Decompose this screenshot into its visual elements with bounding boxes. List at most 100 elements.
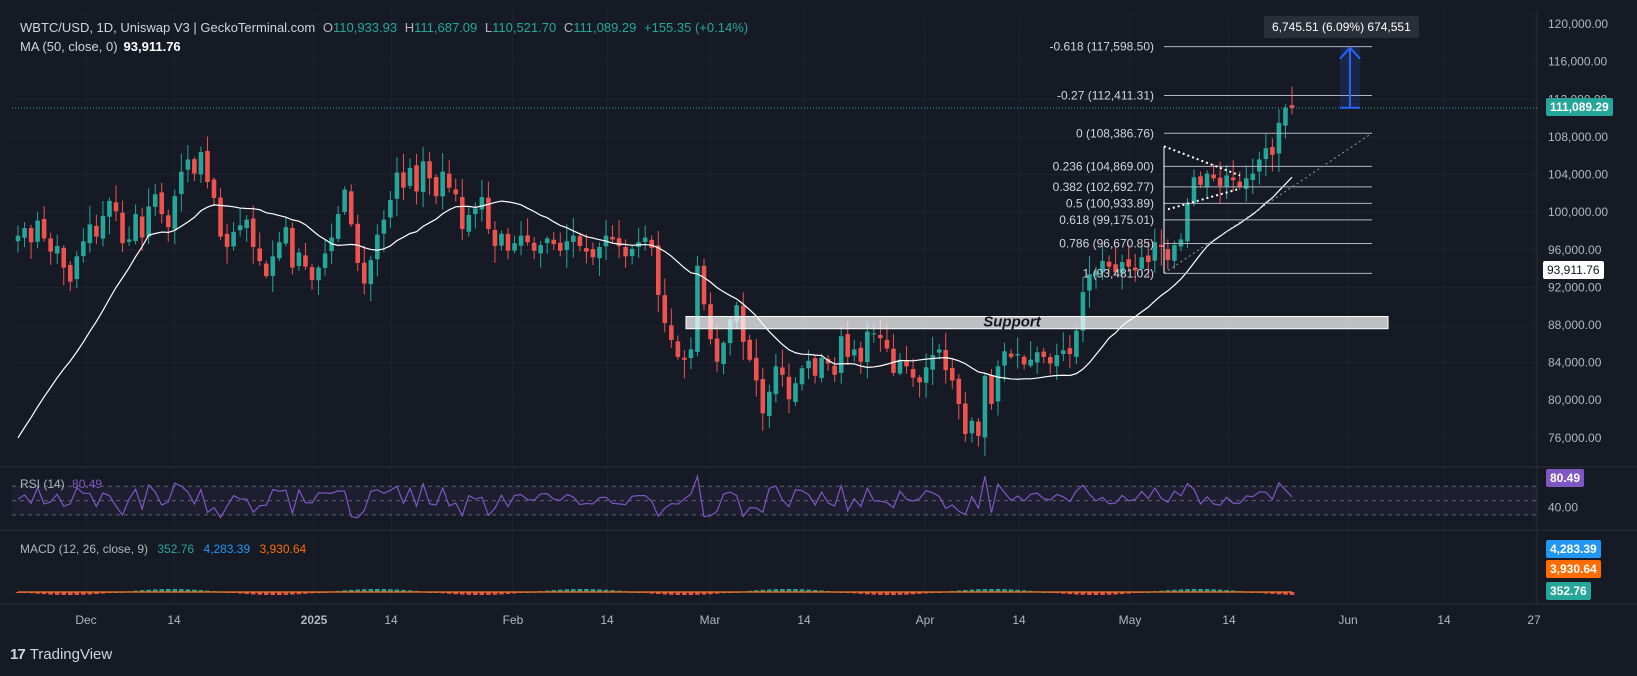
candle-body: [943, 350, 949, 371]
candle-body: [923, 367, 929, 383]
candle-body: [832, 365, 837, 375]
macd-hist-bar: [205, 590, 210, 592]
candle-body: [74, 256, 80, 280]
candle-body: [695, 265, 700, 352]
candle-body: [819, 357, 824, 379]
candle-body: [283, 227, 289, 244]
candle-body: [930, 355, 935, 370]
ma-legend[interactable]: MA (50, close, 0) 93,911.76: [20, 39, 181, 54]
candle-body: [838, 336, 844, 374]
time-axis-label: 14: [797, 613, 811, 627]
candle-body: [1008, 353, 1014, 357]
macd-hist-bar: [858, 592, 864, 594]
macd-hist-bar: [1204, 589, 1210, 592]
macd-hist-bar: [492, 592, 498, 595]
macd-hist-bar: [760, 589, 766, 592]
macd-hist-bar: [577, 589, 583, 592]
macd-hist-bar: [544, 590, 550, 592]
open-key: O: [322, 20, 333, 35]
candle-body: [420, 161, 426, 193]
candle-body: [322, 253, 328, 268]
macd-hist-bar: [270, 592, 276, 595]
candle-body: [361, 262, 367, 284]
macd-legend[interactable]: MACD (12, 26, close, 9) 352.76 4,283.39 …: [20, 542, 306, 556]
candle-body: [1074, 330, 1079, 357]
candle-body: [1250, 173, 1256, 181]
candle-body: [159, 192, 165, 215]
symbol-title: WBTC/USD, 1D, Uniswap V3 | GeckoTerminal…: [20, 20, 316, 35]
candle-body: [910, 368, 916, 378]
candle-body: [1283, 107, 1288, 126]
macd-hist-bar: [780, 589, 785, 592]
candle-body: [1204, 173, 1210, 187]
candle-body: [1211, 174, 1216, 179]
candle-body: [479, 197, 485, 210]
macd-hist-bar: [466, 592, 472, 595]
candle-body: [355, 223, 361, 263]
candle-body: [231, 231, 236, 247]
candle-body: [22, 228, 27, 238]
candle-body: [309, 267, 315, 280]
macd-hist-bar: [1289, 592, 1295, 595]
macd-value: 4,283.39: [203, 542, 251, 556]
candle-body: [81, 241, 86, 257]
macd-signal-value: 3,930.64: [259, 542, 307, 556]
candle-body: [257, 248, 263, 262]
macd-hist-bar: [473, 592, 478, 595]
macd-hist-bar: [375, 589, 380, 592]
fib-level-label: -0.27 (112,411.31): [1057, 88, 1154, 102]
candle-body: [989, 375, 994, 404]
macd-hist-bar: [244, 592, 249, 594]
candle-body: [584, 248, 589, 252]
low-value: 110,521.70: [492, 20, 557, 35]
macd-hist-bar: [584, 589, 589, 592]
candle-body: [577, 236, 583, 246]
macd-hist-bar: [603, 589, 609, 592]
candle-body: [466, 214, 472, 232]
time-axis-label: 14: [600, 613, 614, 627]
candle-body: [851, 349, 857, 356]
candle-body: [459, 196, 465, 230]
macd-hist-bar: [1100, 592, 1105, 595]
macd-hist-bar: [1126, 592, 1131, 594]
fib-level-label: 0.382 (102,692.77): [1053, 180, 1154, 194]
candle-body: [649, 239, 655, 248]
candle-body: [486, 197, 491, 230]
macd-hist-bar: [1230, 590, 1236, 592]
rsi-legend[interactable]: RSI (14) 80.49: [20, 477, 102, 491]
macd-hist-bar: [910, 592, 916, 595]
ma-label: MA (50, close, 0): [20, 39, 118, 54]
candle-body: [1165, 249, 1171, 261]
candle-body: [54, 245, 60, 254]
price-axis-label: 84,000.00: [1548, 356, 1602, 370]
ma-price-tag: 93,911.76: [1543, 261, 1604, 279]
candle-body: [1002, 351, 1007, 366]
candle-body: [551, 239, 557, 245]
rsi-line: [17, 473, 1293, 519]
candle-body: [250, 218, 256, 247]
candle-body: [179, 171, 184, 195]
candle-body: [1087, 274, 1092, 291]
candle-body: [94, 225, 99, 237]
candle-body: [825, 358, 831, 364]
macd-hist-bar: [714, 592, 720, 594]
macd-hist-bar: [773, 589, 779, 592]
macd-hist-bar: [675, 592, 681, 595]
candle-body: [1263, 148, 1269, 160]
candle-body: [1015, 354, 1020, 356]
price-axis-label: 76,000.00: [1548, 431, 1602, 445]
ma-value: 93,911.76: [123, 39, 181, 54]
macd-hist-bar: [486, 592, 491, 595]
macd-hist-bar: [1185, 589, 1190, 592]
macd-hist-bar: [1113, 592, 1118, 595]
support-zone: [685, 316, 1389, 330]
rsi-band-fill: [12, 486, 1537, 515]
candle-body: [597, 246, 602, 259]
macd-hist-bar: [309, 592, 315, 594]
candle-body: [303, 255, 308, 267]
candle-body: [936, 349, 942, 353]
macd-hist-bar: [1067, 592, 1073, 595]
macd-hist-value: 352.76: [157, 542, 195, 556]
tradingview-logo[interactable]: 17 TradingView: [10, 646, 112, 663]
